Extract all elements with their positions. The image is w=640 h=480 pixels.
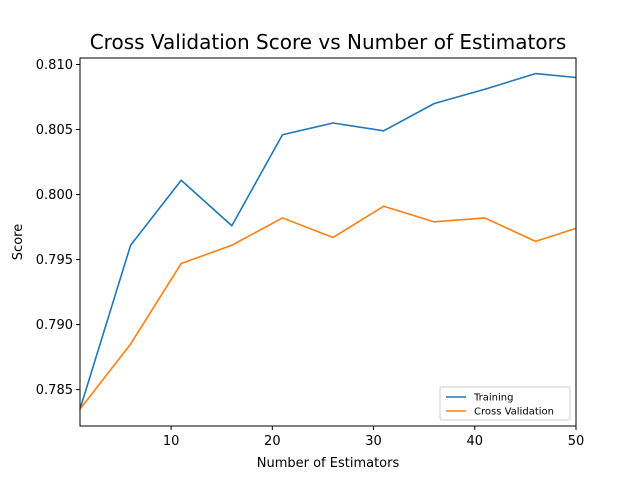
x-axis-label: Number of Estimators xyxy=(257,456,400,471)
legend-entry: Training xyxy=(473,393,513,404)
x-axis: 10 20 30 40 50 xyxy=(163,426,584,449)
chart-title: Cross Validation Score vs Number of Esti… xyxy=(90,30,567,54)
legend-box xyxy=(439,386,571,421)
x-tick-label: 30 xyxy=(365,434,382,449)
y-tick-label: 0.795 xyxy=(36,253,73,268)
x-tick-label: 40 xyxy=(467,434,484,449)
legend-entry: Cross Validation xyxy=(474,407,554,418)
plot-frame xyxy=(79,57,577,427)
x-tick-label: 10 xyxy=(163,434,180,449)
plot-area xyxy=(79,72,577,410)
y-tick-label: 0.785 xyxy=(36,383,73,398)
y-tick-label: 0.800 xyxy=(36,188,73,203)
y-axis: 0.785 0.790 0.795 0.800 0.805 0.810 xyxy=(36,58,80,398)
y-axis-label: Score xyxy=(11,224,26,260)
y-tick-label: 0.805 xyxy=(36,123,73,138)
legend: Training Cross Validation xyxy=(439,386,571,421)
x-tick-label: 50 xyxy=(568,434,585,449)
y-tick-label: 0.790 xyxy=(36,318,73,333)
series-line-training xyxy=(79,72,577,410)
x-tick-label: 20 xyxy=(264,434,281,449)
y-tick-label: 0.810 xyxy=(36,58,73,73)
series-line-cross-validation xyxy=(79,205,577,410)
